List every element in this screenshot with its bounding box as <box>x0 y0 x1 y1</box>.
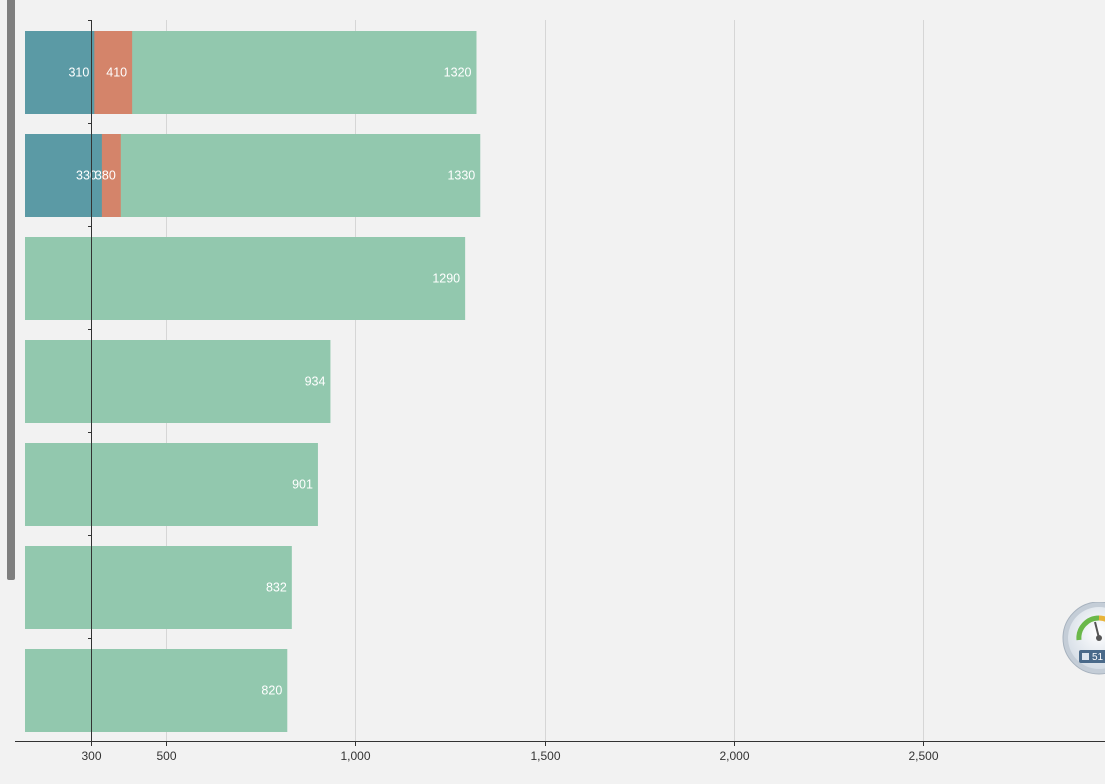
bar-value-label: 380 <box>95 169 116 183</box>
gauge-icon: 51 <box>1062 601 1105 675</box>
bar-segment <box>25 31 95 114</box>
x-tick-label: 1,000 <box>340 749 370 763</box>
bar-value-label: 330 <box>76 169 97 183</box>
x-tick-label: 1,500 <box>530 749 560 763</box>
bar-value-label: 934 <box>305 375 326 389</box>
bar-value-label: 820 <box>261 684 282 698</box>
x-tick-label: 2,000 <box>719 749 749 763</box>
bar-value-label: 832 <box>266 581 287 595</box>
bar-value-label: 901 <box>292 478 313 492</box>
x-tick-label: 500 <box>156 749 176 763</box>
bar-value-label: 1320 <box>444 66 472 80</box>
bar-value-label: 1330 <box>447 169 475 183</box>
gauge-widget[interactable]: 51 <box>1061 601 1105 678</box>
bar-value-label: 410 <box>106 66 127 80</box>
bar-segment <box>25 237 466 320</box>
bar-segment <box>25 649 288 732</box>
bars <box>25 31 481 732</box>
bar-segment <box>25 546 292 629</box>
x-tick-label: 2,500 <box>908 749 938 763</box>
x-tick-label: 300 <box>81 749 101 763</box>
bar-segment <box>25 443 318 526</box>
gauge-value: 51 <box>1092 652 1104 663</box>
bar-value-label: 310 <box>68 66 89 80</box>
bar-segment <box>25 134 102 217</box>
bar-segment <box>25 340 331 423</box>
bar-value-label: 1290 <box>432 272 460 286</box>
vertical-scrollbar[interactable] <box>7 0 15 580</box>
